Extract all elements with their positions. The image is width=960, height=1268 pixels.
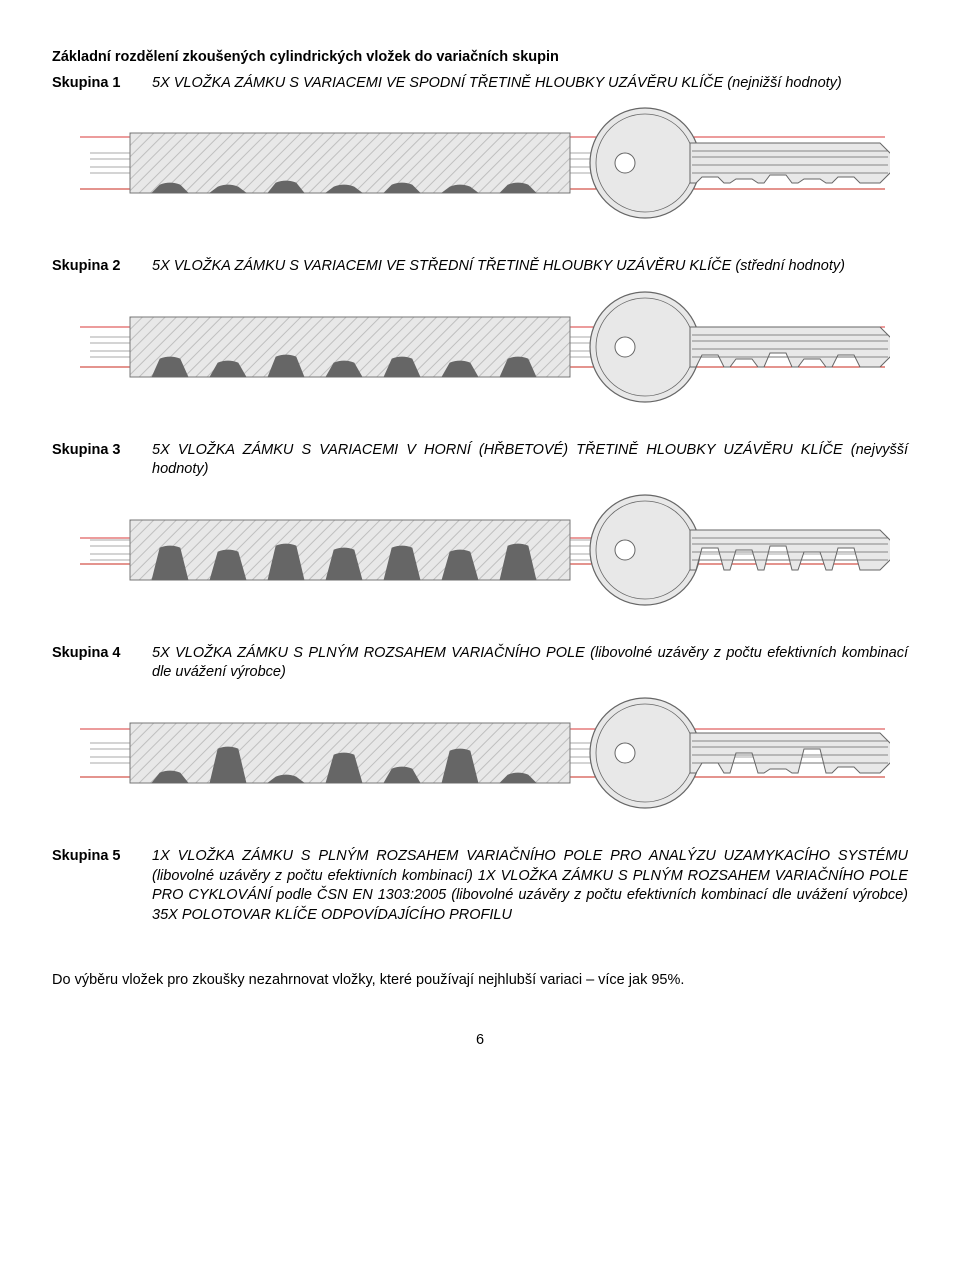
group-3-label: Skupina 3 (52, 441, 152, 480)
group-1-desc: 5X VLOŽKA ZÁMKU S VARIACEMI VE SPODNÍ TŘ… (152, 74, 908, 94)
page-title: Základní rozdělení zkoušených cylindrick… (52, 48, 908, 68)
diagram-group-2 (52, 287, 908, 407)
group-3-desc: 5X VLOŽKA ZÁMKU S VARIACEMI V HORNÍ (HŘB… (152, 441, 908, 480)
page-number: 6 (52, 1031, 908, 1051)
group-5-desc: 1X VLOŽKA ZÁMKU S PLNÝM ROZSAHEM VARIAČN… (152, 847, 908, 925)
diagram-group-1 (52, 103, 908, 223)
diagram-group-3 (52, 490, 908, 610)
group-5-label: Skupina 5 (52, 847, 152, 925)
diagram-group-4 (52, 693, 908, 813)
group-4-desc: 5X VLOŽKA ZÁMKU S PLNÝM ROZSAHEM VARIAČN… (152, 644, 908, 683)
group-2: Skupina 2 5X VLOŽKA ZÁMKU S VARIACEMI VE… (52, 257, 908, 277)
group-2-desc: 5X VLOŽKA ZÁMKU S VARIACEMI VE STŘEDNÍ T… (152, 257, 908, 277)
group-4: Skupina 4 5X VLOŽKA ZÁMKU S PLNÝM ROZSAH… (52, 644, 908, 683)
group-3: Skupina 3 5X VLOŽKA ZÁMKU S VARIACEMI V … (52, 441, 908, 480)
group-1-label: Skupina 1 (52, 74, 152, 94)
group-2-label: Skupina 2 (52, 257, 152, 277)
group-1: Skupina 1 5X VLOŽKA ZÁMKU S VARIACEMI VE… (52, 74, 908, 94)
group-5: Skupina 5 1X VLOŽKA ZÁMKU S PLNÝM ROZSAH… (52, 847, 908, 925)
group-4-label: Skupina 4 (52, 644, 152, 683)
footer-note: Do výběru vložek pro zkoušky nezahrnovat… (52, 971, 908, 991)
